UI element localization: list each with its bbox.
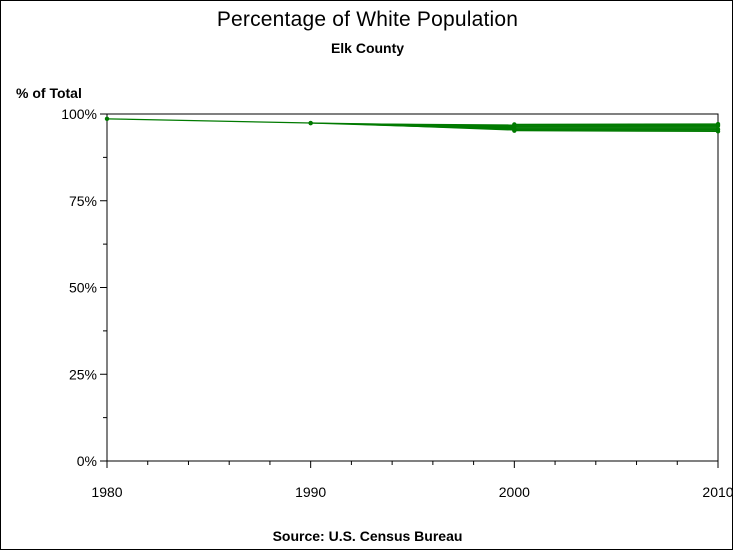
x-tick-label: 1990: [295, 484, 326, 500]
series-overlap-wedge: [310, 123, 515, 131]
y-tick-label: 100%: [61, 106, 97, 122]
y-tick-label: 75%: [69, 193, 97, 209]
x-tick-label: 2000: [499, 484, 530, 500]
series-overlap-band: [514, 124, 718, 132]
x-tick-label: 1980: [91, 484, 122, 500]
y-tick-label: 50%: [69, 280, 97, 296]
chart-title: Percentage of White Population: [216, 8, 519, 31]
data-point: [308, 120, 313, 126]
x-tick-label: 2010: [702, 484, 733, 500]
plot-area: [106, 113, 719, 462]
y-axis-label: % of Total: [16, 85, 82, 101]
data-point: [104, 116, 110, 122]
chart-subtitle: Elk County: [330, 40, 405, 56]
y-tick-label: 0%: [77, 453, 97, 469]
y-tick-label: 25%: [69, 366, 97, 382]
source-footnote: Source: U.S. Census Bureau: [272, 528, 463, 544]
